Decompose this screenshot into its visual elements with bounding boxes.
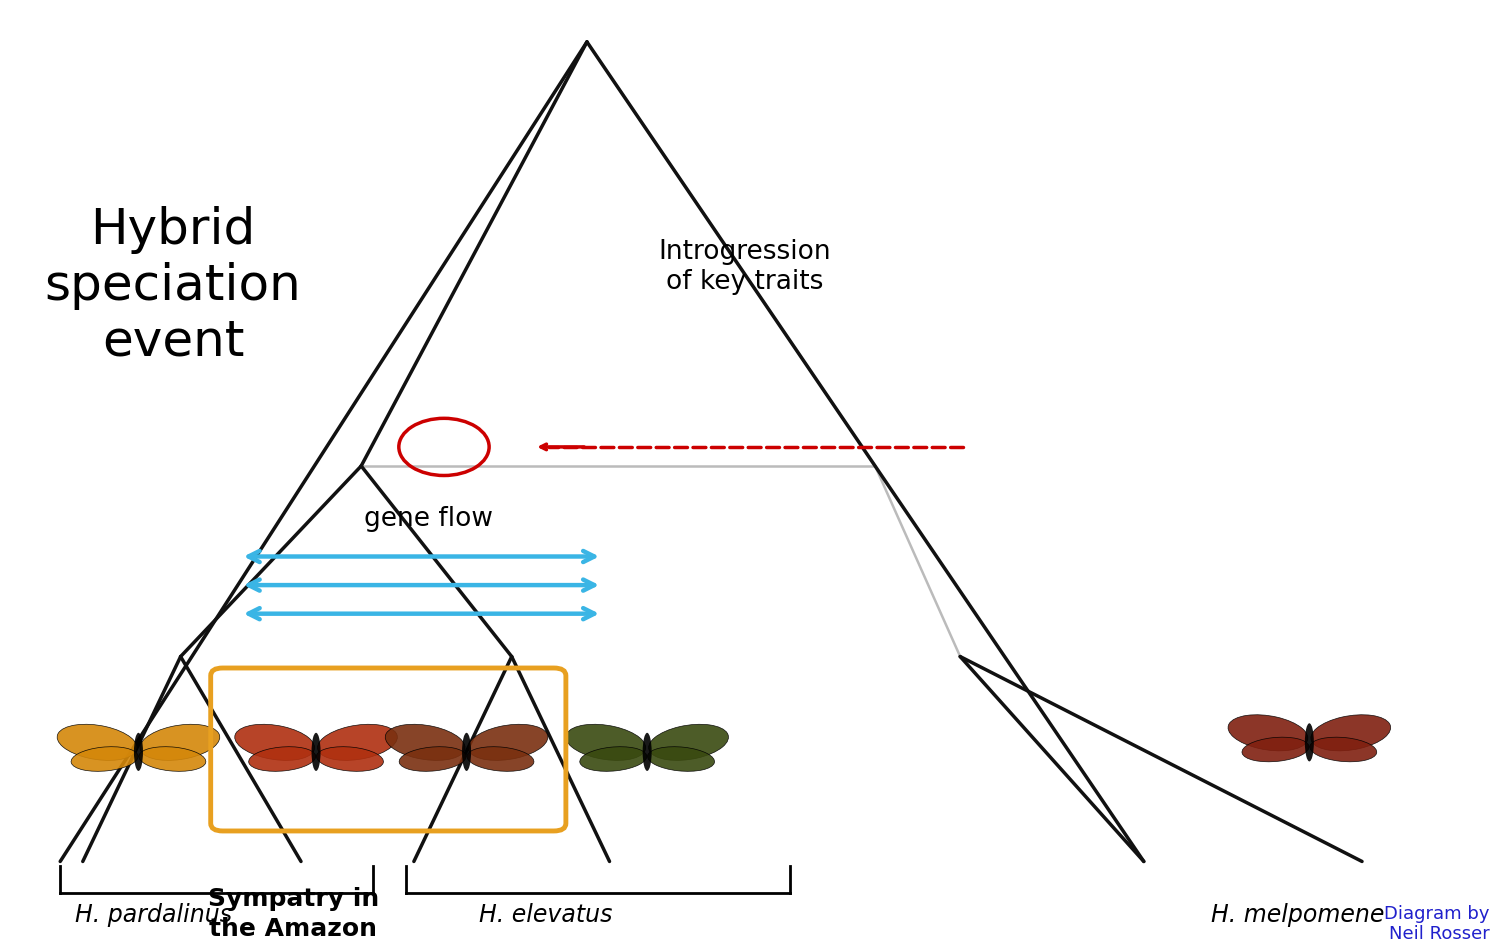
Ellipse shape (140, 724, 220, 761)
Ellipse shape (643, 733, 652, 771)
Ellipse shape (462, 733, 471, 771)
Ellipse shape (235, 724, 315, 761)
Text: Introgression
of key traits: Introgression of key traits (659, 239, 831, 294)
Text: gene flow: gene flow (364, 506, 494, 532)
Ellipse shape (248, 747, 316, 771)
Ellipse shape (134, 733, 143, 771)
Text: H. melpomene: H. melpomene (1210, 902, 1385, 926)
Text: Sympatry in
the Amazon: Sympatry in the Amazon (208, 886, 379, 940)
Ellipse shape (57, 724, 137, 761)
Ellipse shape (467, 747, 534, 771)
Ellipse shape (468, 724, 548, 761)
Ellipse shape (316, 747, 384, 771)
Ellipse shape (399, 747, 467, 771)
Ellipse shape (312, 733, 321, 771)
Ellipse shape (579, 747, 647, 771)
Ellipse shape (1309, 738, 1377, 762)
Text: H. pardalinus: H. pardalinus (75, 902, 232, 926)
Ellipse shape (566, 724, 646, 761)
Ellipse shape (385, 724, 465, 761)
Ellipse shape (71, 747, 138, 771)
Ellipse shape (647, 747, 715, 771)
Text: H. elevatus: H. elevatus (479, 902, 613, 926)
Ellipse shape (138, 747, 206, 771)
Ellipse shape (1305, 724, 1314, 762)
Ellipse shape (649, 724, 728, 761)
Ellipse shape (1228, 715, 1308, 751)
Text: Hybrid
speciation
event: Hybrid speciation event (45, 206, 301, 366)
Ellipse shape (1242, 738, 1309, 762)
Ellipse shape (1311, 715, 1391, 751)
Text: Diagram by
Neil Rosser: Diagram by Neil Rosser (1385, 903, 1490, 942)
Ellipse shape (318, 724, 397, 761)
